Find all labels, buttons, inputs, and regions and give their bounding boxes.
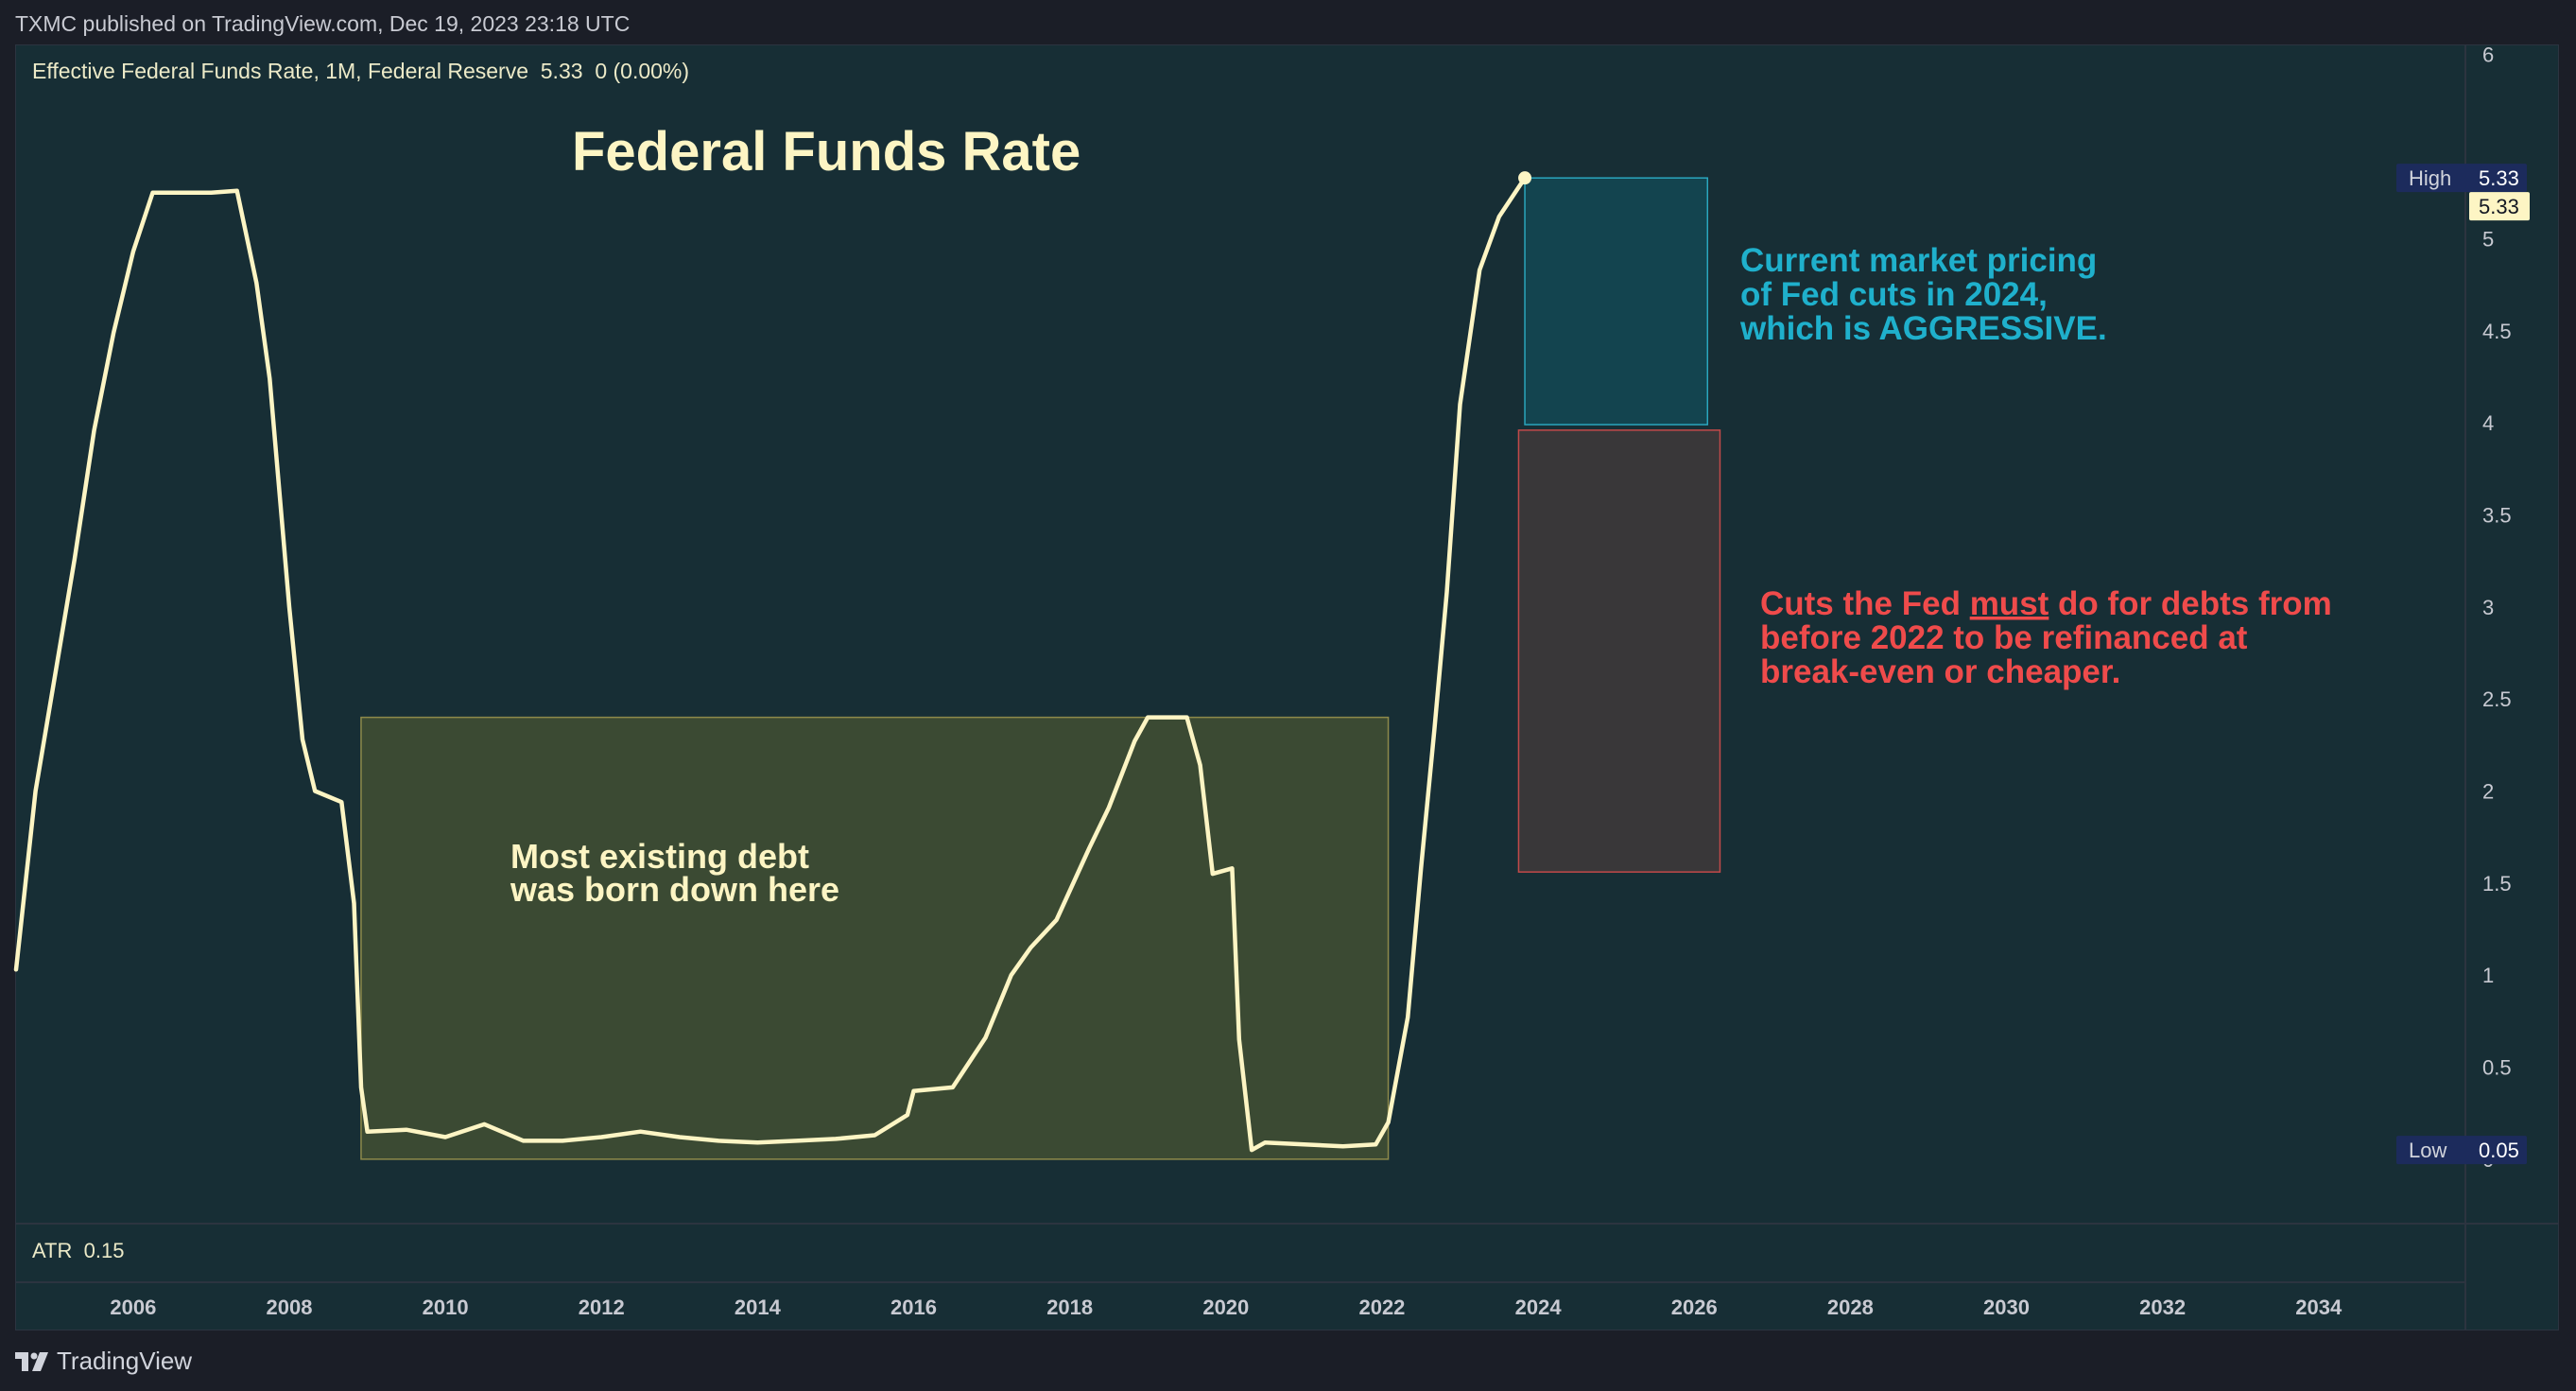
- tradingview-footer[interactable]: TradingView: [15, 1347, 192, 1376]
- price-label-name: Low: [2409, 1139, 2446, 1162]
- required-cuts-box: [1517, 429, 1721, 873]
- x-tick-label: 2016: [890, 1295, 937, 1319]
- y-tick-label: 1: [2482, 964, 2494, 987]
- x-tick-label: 2024: [1515, 1295, 1563, 1319]
- y-tick-label: 0.5: [2482, 1056, 2512, 1080]
- zero-rate-box: [360, 716, 1390, 1160]
- x-tick-label: 2012: [579, 1295, 625, 1319]
- tradingview-logo-icon: [15, 1351, 49, 1371]
- x-tick-label: 2006: [110, 1295, 156, 1319]
- price-label-low: Low 0.05: [2396, 1136, 2527, 1165]
- x-tick-label: 2020: [1202, 1295, 1249, 1319]
- chart-title: Federal Funds Rate: [572, 121, 1081, 183]
- market-pricing-line-1: Current market pricing: [1740, 242, 2097, 279]
- y-tick-label: 4: [2482, 411, 2494, 435]
- x-tick-label: 2032: [2139, 1295, 2186, 1319]
- legend-change: 0 (0.00%): [595, 59, 690, 83]
- market-pricing-box: [1524, 177, 1709, 426]
- required-cuts-line-1: Cuts the Fed must do for debts from: [1760, 585, 2332, 622]
- last-value-text: 5.33: [2479, 195, 2519, 218]
- x-tick-label: 2030: [1983, 1295, 2030, 1319]
- x-tick-label: 2028: [1827, 1295, 1874, 1319]
- required-cuts-pre: Cuts the Fed: [1760, 585, 1970, 622]
- debt-annotation-line-1: Most existing debt: [510, 837, 809, 876]
- last-value-badge: [2469, 192, 2530, 221]
- y-tick-label: 1.5: [2482, 872, 2512, 895]
- y-tick-label: 2.5: [2482, 687, 2512, 711]
- atr-value: 0.15: [83, 1239, 125, 1262]
- debt-annotation-line-2: was born down here: [510, 870, 839, 909]
- price-label-name: High: [2409, 166, 2451, 190]
- series-line-0: [13, 175, 1528, 1153]
- publish-info: TXMC published on TradingView.com, Dec 1…: [15, 11, 631, 36]
- required-cuts-line-2: before 2022 to be refinanced at: [1760, 619, 2248, 656]
- series-legend[interactable]: Effective Federal Funds Rate, 1M, Federa…: [32, 59, 689, 84]
- annotation-boxes: [360, 177, 1721, 1160]
- price-label-bg: [2396, 1136, 2527, 1165]
- y-tick-label: 4.5: [2482, 320, 2512, 343]
- y-tick-label: 2: [2482, 779, 2494, 803]
- time-axis[interactable]: 2006 2008 2010 2012 2014 2016 2018 2020 2022 2024…: [110, 1295, 2343, 1319]
- tradingview-brand: TradingView: [57, 1347, 193, 1375]
- legend-value: 5.33: [540, 59, 583, 83]
- x-tick-label: 2018: [1046, 1295, 1093, 1319]
- atr-legend[interactable]: ATR 0.15: [32, 1239, 124, 1263]
- y-tick-label: 6: [2482, 43, 2494, 67]
- market-pricing-line-2: of Fed cuts in 2024,: [1740, 276, 2048, 313]
- required-cuts-emphasis: must: [1970, 585, 2049, 622]
- required-cuts-post: do for debts from: [2049, 585, 2331, 622]
- price-label-value: 5.33: [2479, 166, 2519, 190]
- last-point-marker: [1518, 171, 1532, 185]
- price-label-high: High 5.33: [2396, 164, 2527, 193]
- x-tick-label: 2010: [423, 1295, 469, 1319]
- x-tick-label: 2022: [1358, 1295, 1405, 1319]
- price-labels: High 5.33 Low 0.05 5.33: [2396, 164, 2530, 1165]
- x-tick-label: 2034: [2295, 1295, 2343, 1319]
- series-layer: [13, 171, 1532, 1153]
- x-tick-label: 2008: [267, 1295, 313, 1319]
- legend-symbol: Effective Federal Funds Rate, 1M, Federa…: [32, 59, 528, 83]
- atr-label: ATR: [32, 1239, 73, 1262]
- x-tick-label: 2026: [1671, 1295, 1718, 1319]
- y-tick-label: 3: [2482, 596, 2494, 619]
- market-pricing-line-3: which is AGGRESSIVE.: [1739, 310, 2107, 347]
- price-label-bg: [2396, 164, 2527, 193]
- price-label-value: 0.05: [2479, 1139, 2519, 1162]
- x-tick-label: 2014: [735, 1295, 782, 1319]
- y-tick-label: 3.5: [2482, 503, 2512, 527]
- y-tick-label: 5: [2482, 227, 2494, 251]
- required-cuts-line-3: break-even or cheaper.: [1760, 653, 2120, 690]
